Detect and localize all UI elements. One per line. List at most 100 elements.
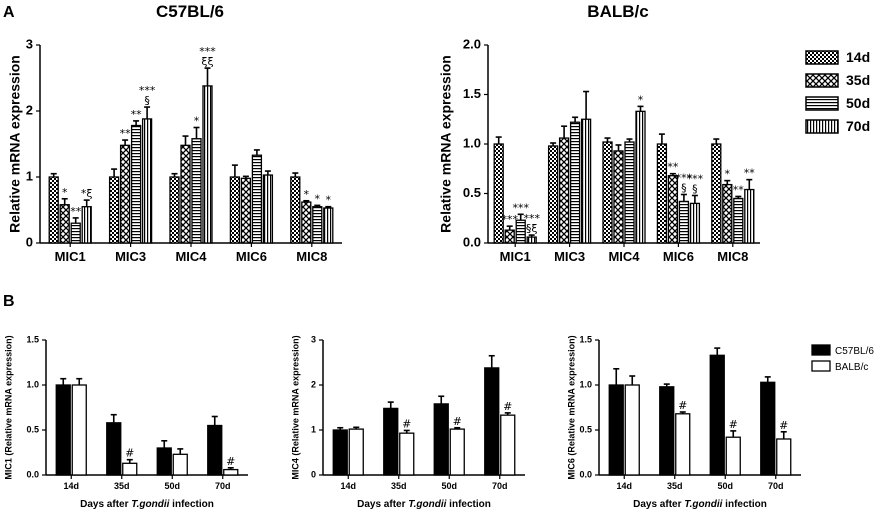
bar-mic6-35d [667, 175, 679, 244]
panel-a-letter: A [3, 4, 15, 21]
bar-mic6-14d [656, 143, 668, 244]
bar-35d-balb-c [399, 432, 415, 476]
legend-label-35d: 35d [846, 72, 870, 88]
category-label-mic6: MIC6 [663, 249, 694, 264]
bar-35d-balb-c [122, 462, 138, 476]
x-axis-label: Days after T.gondii infection [633, 499, 767, 510]
legend-strains: C57BL/6 BALB/c [811, 344, 874, 373]
chart-title: C57BL/6 [156, 2, 224, 21]
significance-mark: § [681, 181, 687, 194]
significance-mark: # [503, 400, 512, 413]
significance-mark: *** [512, 201, 529, 214]
bar-mic3-35d [119, 144, 131, 244]
bar-70d-c57bl-6 [484, 367, 500, 476]
bar-mic6-50d [251, 154, 263, 244]
category-label-70d: 70d [492, 481, 508, 491]
chart-mic6-strain-comparison: MIC6 (Relative mRNA expression) 0.0 0.5 1.0… [566, 334, 801, 510]
significance-mark: §ξ [526, 222, 538, 235]
bar-mic1-14d [48, 176, 59, 244]
y-tick-label: 0.0 [463, 234, 481, 249]
significance-mark: *** [199, 45, 216, 58]
bar-mic4-35d [613, 150, 624, 244]
significance-mark: # [678, 399, 687, 412]
bar-mic8-14d [711, 143, 722, 244]
bar-mic8-50d [312, 206, 323, 244]
bar-mic4-70d [202, 85, 213, 244]
y-tick-label: 0.0 [26, 469, 39, 479]
bar-70d-balb-c [500, 414, 516, 476]
bar-50d-c57bl-6 [156, 447, 172, 476]
bar-35d-c57bl-6 [659, 386, 675, 476]
significance-mark: * [194, 115, 200, 128]
legend-label-balb-c: BALB/c [835, 362, 868, 373]
bar-mic8-70d [323, 207, 334, 244]
bar-mic4-35d [180, 144, 191, 244]
bar-mic3-35d [558, 137, 570, 244]
legend-label-14d: 14d [846, 49, 870, 65]
legend-label-70d: 70d [846, 118, 870, 134]
bar-mic3-14d [547, 145, 559, 244]
category-label-mic6: MIC6 [236, 249, 267, 264]
x-axis-label: Days after T.gondii infection [80, 499, 214, 510]
bar-mic1-70d [526, 236, 537, 244]
category-label-14d: 14d [340, 481, 356, 491]
bar-70d-c57bl-6 [760, 381, 776, 476]
category-label-35d: 35d [667, 481, 683, 491]
bar-50d-balb-c [172, 453, 188, 476]
significance-mark: ** [70, 205, 82, 218]
bar-mic3-50d [130, 124, 142, 244]
y-axis-label: MIC1 (Relative mRNA expression) [3, 335, 13, 479]
significance-mark: *ξ [81, 187, 93, 200]
significance-mark: § [144, 94, 150, 107]
significance-mark: # [453, 415, 462, 428]
category-label-35d: 35d [114, 481, 130, 491]
bar-mic1-35d [504, 229, 515, 244]
category-label-14d: 14d [63, 481, 79, 491]
bar-35d-balb-c [675, 413, 691, 476]
category-label-14d: 14d [616, 481, 632, 491]
significance-mark: * [62, 186, 68, 199]
legend-swatch-c57bl-6 [811, 344, 831, 356]
category-label-70d: 70d [768, 481, 784, 491]
bar-mic1-50d [70, 222, 81, 244]
legend-swatch-70d [805, 119, 839, 134]
y-axis-label: Relative mRNA expression [438, 55, 454, 233]
significance-mark: * [725, 168, 731, 181]
significance-mark: *** [139, 84, 156, 97]
y-axis-label: MIC6 (Relative mRNA expression) [566, 335, 576, 479]
category-label-mic1: MIC1 [55, 249, 86, 264]
significance-mark: *** [501, 213, 518, 226]
y-tick-label: 3 [26, 36, 33, 51]
chart-mic4-strain-comparison: MIC4 (Relative mRNA expression) 0 1 2 3 14d 35… [290, 334, 525, 510]
category-label-mic3: MIC3 [115, 249, 146, 264]
bar-mic1-35d [59, 204, 70, 244]
legend-label-c57bl-6: C57BL/6 [835, 346, 874, 357]
bar-mic3-14d [108, 176, 120, 244]
legend-swatch-35d [805, 73, 839, 88]
y-tick-label: 0.0 [579, 469, 592, 479]
bar-mic3-50d [569, 121, 581, 244]
y-axis-label: MIC4 (Relative mRNA expression) [290, 335, 300, 479]
bar-70d-c57bl-6 [207, 424, 223, 476]
category-label-50d: 50d [164, 481, 180, 491]
category-label-mic8: MIC8 [717, 249, 748, 264]
bar-35d-c57bl-6 [106, 422, 122, 476]
legend-label-50d: 50d [846, 95, 870, 111]
bar-mic1-70d [81, 206, 92, 244]
significance-mark: ** [120, 127, 132, 140]
bar-35d-c57bl-6 [383, 407, 399, 476]
category-label-mic3: MIC3 [554, 249, 585, 264]
y-tick-label: 1.5 [463, 86, 481, 101]
significance-mark: * [304, 188, 310, 201]
y-tick-label: 3 [311, 334, 316, 344]
bar-mic8-35d [301, 201, 312, 244]
significance-mark: ** [733, 183, 745, 196]
bar-mic6-35d [240, 177, 252, 244]
significance-mark: ** [744, 167, 756, 180]
bar-70d-balb-c [776, 438, 792, 476]
significance-mark: # [779, 419, 788, 432]
significance-mark: *** [523, 212, 540, 225]
y-tick-label: 0.5 [26, 424, 39, 434]
y-tick-label: 1.5 [26, 334, 39, 344]
category-label-50d: 50d [441, 481, 457, 491]
